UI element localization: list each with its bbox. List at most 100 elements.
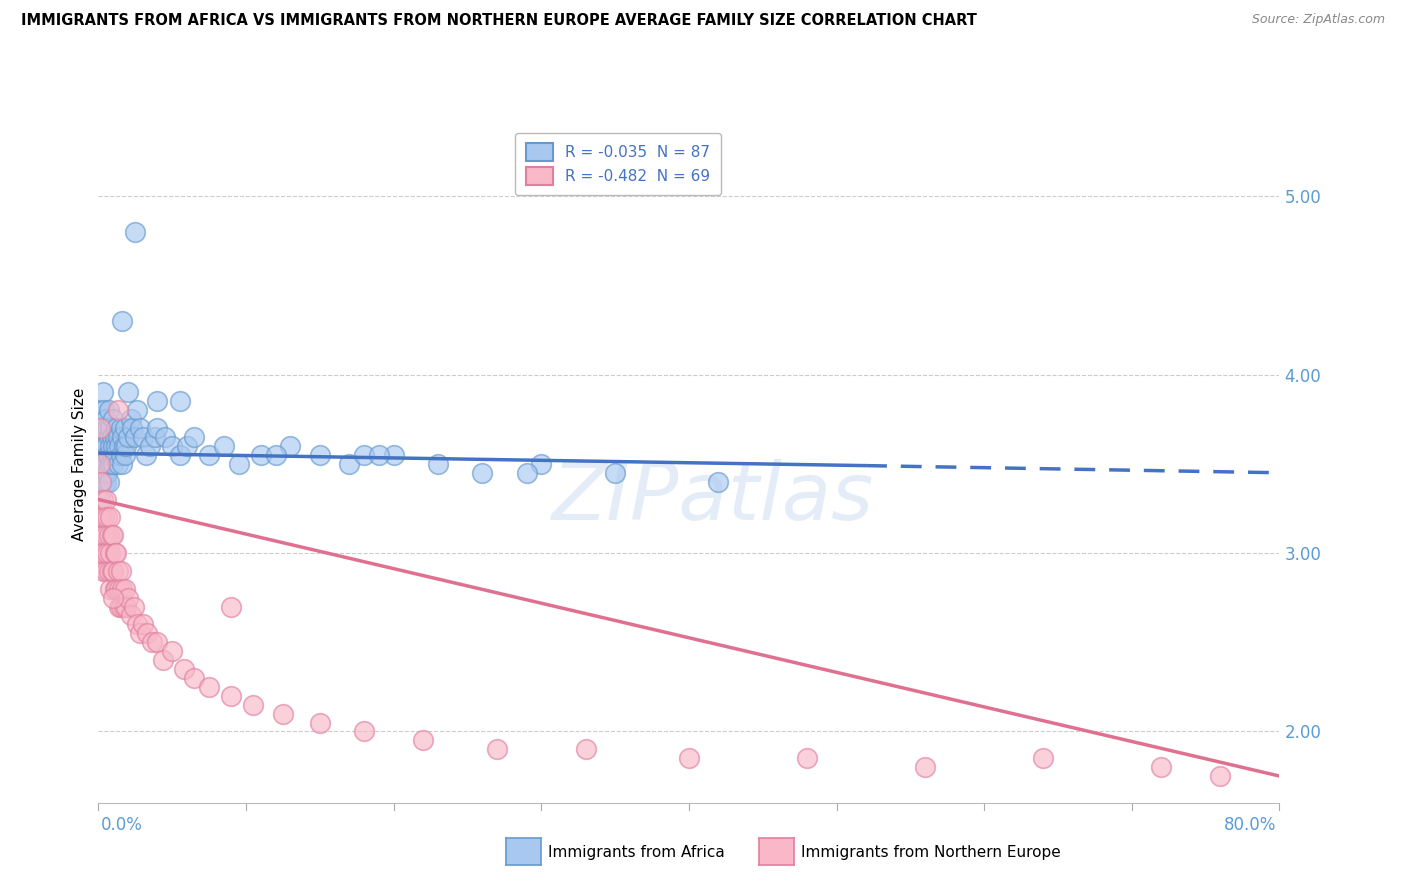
Point xyxy=(105,421,128,435)
Point xyxy=(124,225,146,239)
Point xyxy=(89,457,111,471)
Point xyxy=(89,439,111,453)
Point xyxy=(169,448,191,462)
Point xyxy=(162,644,183,658)
Point xyxy=(98,439,121,453)
Point xyxy=(198,680,221,694)
Point xyxy=(111,430,134,444)
Point xyxy=(97,448,120,462)
Point xyxy=(94,528,117,542)
Point xyxy=(141,635,163,649)
Point xyxy=(271,706,294,721)
Point xyxy=(135,448,157,462)
Point xyxy=(91,421,114,435)
Point xyxy=(574,742,596,756)
Text: 80.0%: 80.0% xyxy=(1225,816,1277,834)
Point xyxy=(104,582,127,596)
Point xyxy=(122,599,145,614)
Point xyxy=(173,662,195,676)
Point xyxy=(94,457,117,471)
Point xyxy=(107,430,129,444)
Point xyxy=(110,421,132,435)
Point xyxy=(1032,751,1054,765)
Point xyxy=(103,439,125,453)
Point xyxy=(89,492,111,507)
Point xyxy=(105,439,128,453)
Point xyxy=(176,439,198,453)
Point xyxy=(91,492,114,507)
Point xyxy=(139,439,162,453)
Point xyxy=(115,599,138,614)
Point xyxy=(108,582,131,596)
Point xyxy=(98,546,121,560)
Point xyxy=(117,385,139,400)
Point xyxy=(90,475,112,489)
Point xyxy=(100,528,122,542)
Point xyxy=(152,653,174,667)
Point xyxy=(98,510,121,524)
Point xyxy=(264,448,287,462)
Point xyxy=(146,421,169,435)
Point xyxy=(94,564,117,578)
Point xyxy=(117,591,139,605)
Point xyxy=(97,528,120,542)
Point xyxy=(112,599,135,614)
Point xyxy=(105,546,128,560)
Point xyxy=(89,510,111,524)
Point xyxy=(914,760,936,774)
Point xyxy=(91,564,114,578)
Point xyxy=(91,475,114,489)
Point xyxy=(90,403,112,417)
Point xyxy=(309,715,332,730)
Point xyxy=(108,439,131,453)
Point xyxy=(90,546,112,560)
Point xyxy=(250,448,273,462)
Point xyxy=(169,394,191,409)
Point xyxy=(91,528,114,542)
Point xyxy=(94,475,117,489)
Point xyxy=(96,448,118,462)
Point xyxy=(94,492,117,507)
Point xyxy=(115,439,138,453)
Point xyxy=(678,751,700,765)
Point xyxy=(111,582,134,596)
Point xyxy=(104,546,127,560)
Point xyxy=(96,421,118,435)
Point xyxy=(278,439,302,453)
Point xyxy=(132,430,155,444)
Point xyxy=(368,448,391,462)
Point xyxy=(515,466,537,480)
Point xyxy=(98,457,121,471)
Point xyxy=(110,599,132,614)
Point xyxy=(103,412,125,426)
Point xyxy=(90,421,112,435)
Point xyxy=(90,457,112,471)
Point xyxy=(242,698,264,712)
Point xyxy=(112,439,135,453)
Point xyxy=(120,412,142,426)
Point xyxy=(121,421,143,435)
Point xyxy=(146,635,169,649)
Point xyxy=(94,439,117,453)
Point xyxy=(707,475,730,489)
Point xyxy=(337,457,360,471)
Point xyxy=(107,457,129,471)
Point xyxy=(212,439,235,453)
Point xyxy=(89,457,111,471)
Point xyxy=(114,582,136,596)
Point xyxy=(107,564,129,578)
Point xyxy=(198,448,221,462)
Point xyxy=(146,394,169,409)
Point xyxy=(103,457,125,471)
Point xyxy=(98,582,121,596)
Point xyxy=(97,403,120,417)
Point xyxy=(100,430,122,444)
Point xyxy=(412,733,434,747)
Point xyxy=(125,403,148,417)
Point xyxy=(103,528,125,542)
Point xyxy=(471,466,494,480)
Point xyxy=(219,689,242,703)
Point xyxy=(183,671,205,685)
Point xyxy=(110,448,132,462)
Point xyxy=(96,546,118,560)
